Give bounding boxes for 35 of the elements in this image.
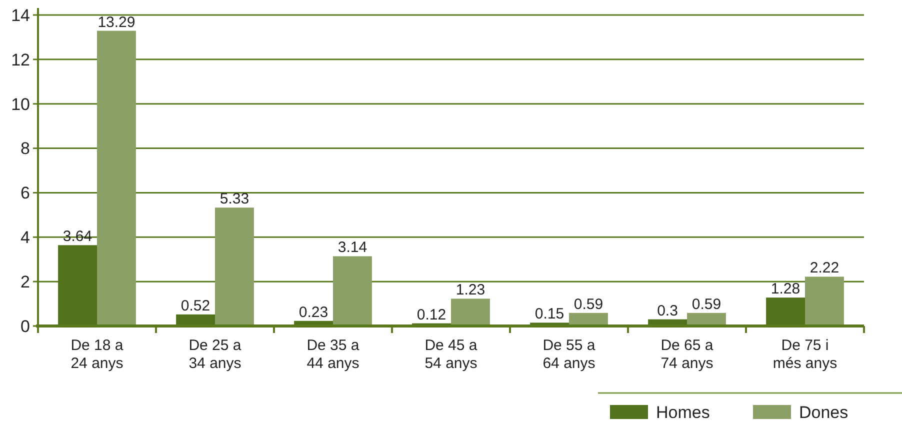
y-tick-label: 12	[11, 50, 30, 70]
y-tick-label: 8	[20, 139, 30, 158]
data-label: 0.12	[416, 306, 446, 324]
y-tick-label: 2	[20, 272, 30, 292]
bar	[97, 30, 136, 326]
data-label: 0.52	[180, 297, 210, 314]
bar	[805, 276, 844, 326]
y-tick-label: 10	[11, 94, 30, 114]
x-tick-label: De 25 a 34 anys	[188, 337, 242, 372]
legend-label: Dones	[799, 403, 848, 422]
y-tick-label: 6	[20, 184, 30, 203]
data-label: 13.29	[98, 14, 136, 31]
bar	[215, 208, 254, 326]
x-tick-label: De 55 a 64 anys	[542, 337, 596, 372]
x-tick-label: De 18 a 24 anys	[70, 337, 124, 372]
data-label: 0.59	[692, 296, 722, 313]
x-tick-label: De 35 a 44 anys	[306, 337, 360, 372]
x-tick-label: De 45 a 54 anys	[424, 337, 478, 372]
y-tick-label: 0	[20, 316, 30, 336]
y-tick-label: 14	[11, 6, 30, 25]
data-label: 0.3	[657, 302, 678, 320]
x-tick-label: De 75 i més anys	[772, 337, 838, 372]
data-label: 0.23	[298, 304, 328, 321]
data-label: 5.33	[220, 190, 250, 208]
data-label: 2.22	[810, 260, 840, 277]
legend-label: Homes	[656, 403, 710, 422]
data-label: 3.14	[338, 239, 368, 256]
data-label: 1.23	[456, 282, 486, 299]
data-label: 0.15	[534, 306, 564, 323]
y-tick-label: 4	[20, 228, 30, 248]
bar	[451, 298, 490, 326]
bar	[333, 256, 372, 326]
data-label: 0.59	[574, 296, 604, 313]
data-label: 1.28	[770, 280, 800, 298]
x-tick-label: De 65 a 74 anys	[660, 337, 714, 372]
